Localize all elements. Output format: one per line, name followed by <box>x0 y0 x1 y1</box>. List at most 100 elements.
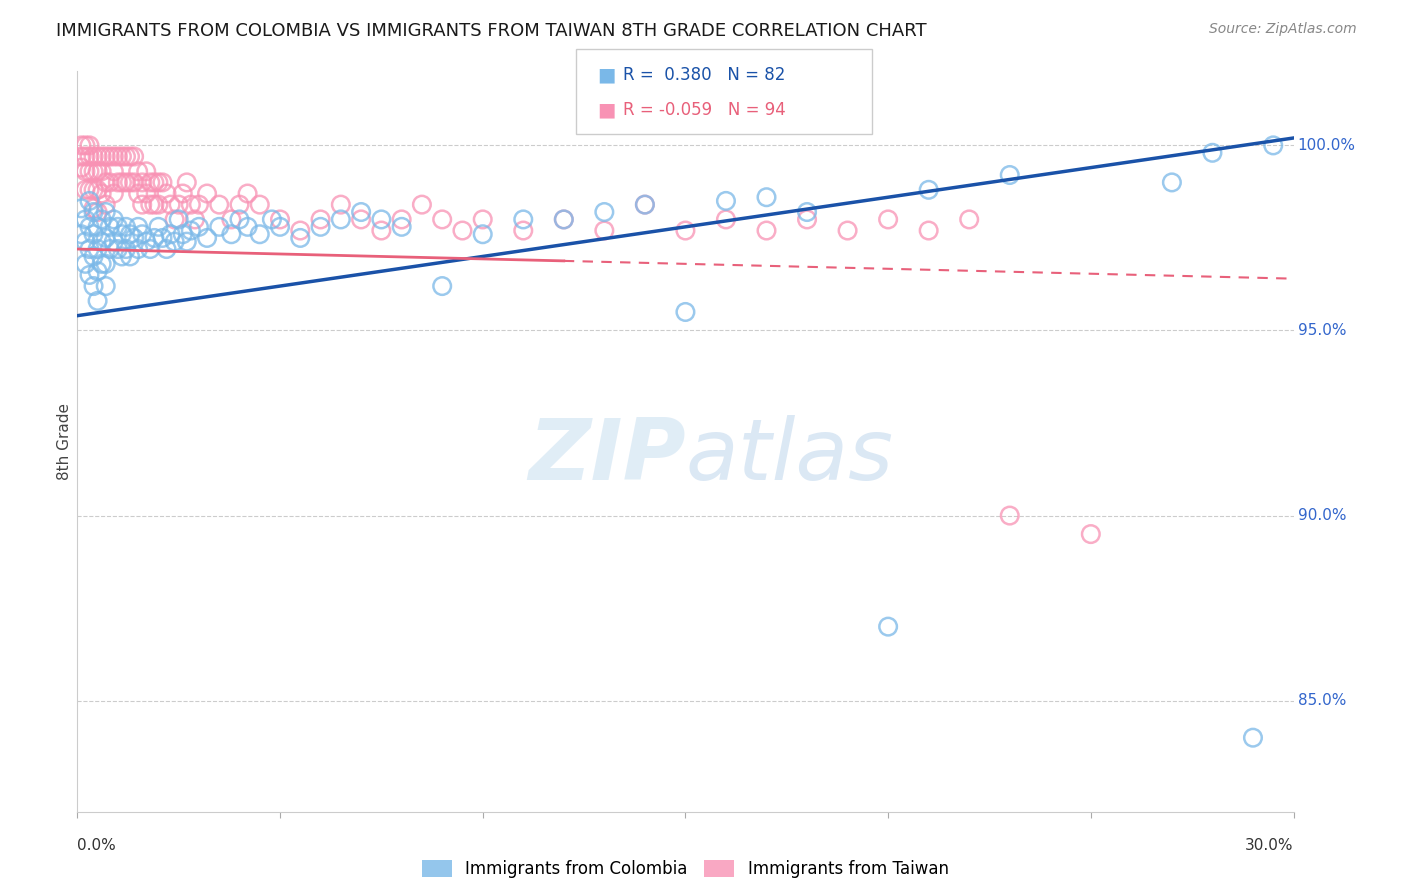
Point <box>94 205 117 219</box>
Point <box>675 223 697 237</box>
Point <box>167 197 190 211</box>
Point <box>86 183 108 197</box>
Point <box>1080 527 1102 541</box>
Point <box>127 186 149 201</box>
Point <box>107 149 129 163</box>
Point <box>90 235 112 249</box>
Point <box>391 219 413 234</box>
Point <box>139 197 162 211</box>
Point <box>83 183 105 197</box>
Point <box>111 249 134 263</box>
Point <box>90 149 112 163</box>
Point <box>159 197 181 211</box>
Point <box>103 235 125 249</box>
Point <box>1201 145 1223 160</box>
Point <box>1161 175 1184 189</box>
Point <box>837 223 859 237</box>
Legend: Immigrants from Colombia, Immigrants from Taiwan: Immigrants from Colombia, Immigrants fro… <box>415 854 956 885</box>
Point <box>755 223 778 237</box>
Point <box>249 197 271 211</box>
Point <box>135 235 157 249</box>
Point <box>107 242 129 256</box>
Point <box>70 149 93 163</box>
Point <box>79 194 101 208</box>
Point <box>593 223 616 237</box>
Point <box>796 212 818 227</box>
Point <box>180 197 202 211</box>
Point <box>451 223 474 237</box>
Point <box>122 149 145 163</box>
Text: 30.0%: 30.0% <box>1246 838 1294 853</box>
Point <box>430 279 453 293</box>
Point <box>79 149 101 163</box>
Point <box>86 219 108 234</box>
Point <box>86 242 108 256</box>
Point <box>131 197 153 211</box>
Point <box>221 212 243 227</box>
Point <box>75 212 97 227</box>
Point <box>139 175 162 189</box>
Point <box>370 212 392 227</box>
Point <box>75 164 97 178</box>
Text: atlas: atlas <box>686 415 893 498</box>
Point <box>118 227 141 242</box>
Point <box>184 212 207 227</box>
Point <box>152 231 174 245</box>
Point <box>135 186 157 201</box>
Point <box>75 235 97 249</box>
Point <box>122 175 145 189</box>
Point <box>94 257 117 271</box>
Text: 100.0%: 100.0% <box>1298 138 1355 153</box>
Point <box>350 212 373 227</box>
Point <box>918 223 941 237</box>
Point <box>269 212 291 227</box>
Point <box>634 197 657 211</box>
Point <box>90 257 112 271</box>
Point <box>90 164 112 178</box>
Point <box>98 242 121 256</box>
Point <box>208 197 231 211</box>
Point <box>188 197 211 211</box>
Point <box>86 164 108 178</box>
Point <box>75 183 97 197</box>
Point <box>370 223 392 237</box>
Point <box>135 164 157 178</box>
Point <box>118 249 141 263</box>
Point <box>172 227 194 242</box>
Point <box>957 212 980 227</box>
Point <box>309 219 332 234</box>
Point <box>155 242 177 256</box>
Point <box>411 197 433 211</box>
Point <box>163 212 186 227</box>
Point <box>329 197 352 211</box>
Point <box>350 205 373 219</box>
Point <box>79 242 101 256</box>
Point <box>796 205 818 219</box>
Point <box>176 175 198 189</box>
Point <box>98 219 121 234</box>
Point <box>236 219 259 234</box>
Point <box>83 202 105 216</box>
Y-axis label: 8th Grade: 8th Grade <box>56 403 72 480</box>
Point <box>98 175 121 189</box>
Point <box>593 205 616 219</box>
Text: R = -0.059   N = 94: R = -0.059 N = 94 <box>623 102 786 120</box>
Point <box>83 227 105 242</box>
Point <box>70 202 93 216</box>
Point <box>634 197 657 211</box>
Point <box>512 223 534 237</box>
Point <box>152 175 174 189</box>
Point <box>309 212 332 227</box>
Point <box>188 219 211 234</box>
Point <box>172 186 194 201</box>
Point <box>83 205 105 219</box>
Point <box>131 227 153 242</box>
Point <box>148 175 170 189</box>
Point <box>103 186 125 201</box>
Point <box>94 279 117 293</box>
Point <box>115 242 138 256</box>
Point <box>70 138 93 153</box>
Text: ■: ■ <box>598 101 616 120</box>
Point <box>94 197 117 211</box>
Point <box>755 190 778 204</box>
